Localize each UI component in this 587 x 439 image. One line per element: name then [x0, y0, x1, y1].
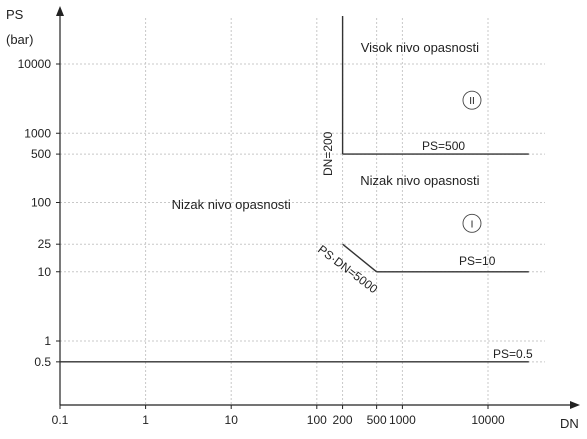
zone-markers: III — [462, 90, 482, 233]
ps-10-label: PS=10 — [459, 254, 496, 268]
grid-lines — [59, 18, 545, 405]
y-axis-unit: (bar) — [6, 32, 33, 47]
x-tick-label: 10000 — [471, 413, 505, 427]
dn-200-label: DN=200 — [321, 131, 335, 176]
y-tick-label: 10 — [38, 265, 52, 279]
x-axis-label: DN — [560, 416, 579, 431]
series-lines — [60, 16, 529, 363]
zone-marker-circle-1 — [462, 213, 482, 233]
y-tick-label: 500 — [31, 147, 51, 161]
x-axis-arrow-icon — [570, 401, 580, 409]
zone-marker-label-0: II — [469, 96, 475, 107]
y-tick-label: 1000 — [24, 126, 51, 140]
y-axis-arrow-icon — [56, 6, 64, 16]
region-label-1: Nizak nivo opasnosti — [360, 173, 479, 188]
x-tick-label: 100 — [307, 413, 327, 427]
y-tick-label: 1 — [44, 334, 51, 348]
zone-marker-circle-0 — [462, 90, 482, 110]
line-labels: DN=200 PS=500 PS·DN=5000 PS=10 PS=0.5 — [315, 131, 533, 361]
y-axis-label: PS — [6, 7, 24, 22]
y-tick-label: 10000 — [18, 57, 52, 71]
ps-dn-5000-label: PS·DN=5000 — [315, 242, 380, 296]
x-tick-label: 1 — [142, 413, 149, 427]
x-tick-label: 0.1 — [52, 413, 69, 427]
boundary-line-2 — [342, 243, 378, 273]
x-tick-label: 500 — [367, 413, 387, 427]
ps-500-label: PS=500 — [422, 139, 465, 153]
region-labels: Visok nivo opasnosti Nizak nivo opasnosti… — [172, 40, 480, 212]
x-tick-label: 10 — [225, 413, 239, 427]
x-tick-label: 200 — [333, 413, 353, 427]
y-tick-label: 25 — [38, 237, 52, 251]
region-label-0: Visok nivo opasnosti — [361, 40, 479, 55]
y-tick-label: 0.5 — [34, 355, 51, 369]
region-label-2: Nizak nivo opasnosti — [172, 197, 291, 212]
x-tick-label: 1000 — [389, 413, 416, 427]
tick-labels: 0.1 1 10 100 200 500 1000 100000.51102510050010… — [18, 57, 505, 427]
y-tick-label: 100 — [31, 196, 51, 210]
ps-0-5-label: PS=0.5 — [493, 347, 533, 361]
zone-marker-label-1: I — [471, 219, 474, 230]
